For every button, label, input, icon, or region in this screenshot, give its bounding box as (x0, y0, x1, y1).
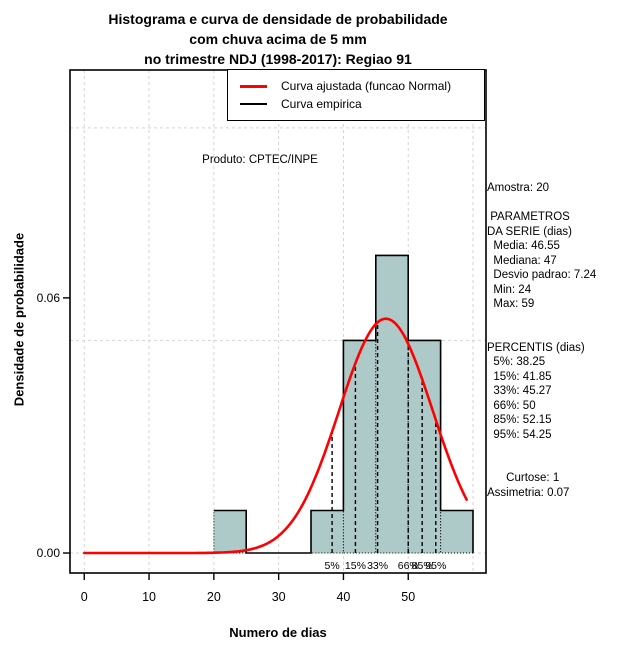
percentile-label: 95% (425, 560, 446, 572)
x-axis-label: Numero de dias (229, 625, 327, 640)
x-tick-label: 10 (142, 590, 156, 604)
percentile-label: 85% (412, 560, 433, 572)
empirical-curve (213, 254, 474, 554)
empirical-curve-line-icon (240, 103, 267, 105)
chart-title-line1: Histograma e curva de densidade de proba… (108, 11, 448, 27)
legend: Curva ajustada (funcao Normal) Curva emp… (227, 69, 485, 121)
histogram-bar (342, 339, 377, 554)
chart-title: Histograma e curva de densidade de proba… (70, 9, 486, 69)
fitted-curve-line-icon (240, 84, 267, 88)
chart-title-line2: com chuva acima de 5 mm (189, 31, 367, 47)
fitted-curve (83, 317, 468, 555)
legend-label-fitted: Curva ajustada (funcao Normal) (281, 79, 452, 93)
percentile-label: 66% (398, 560, 419, 572)
y-axis-label: Densidade de probabilidade (11, 232, 27, 407)
x-tick-label: 40 (336, 590, 350, 604)
stats-panel: Amostra: 20 PARAMETROS DA SERIE (dias) M… (487, 182, 597, 499)
percentile-label: 5% (325, 560, 340, 572)
x-tick-label: 20 (207, 590, 221, 604)
chart-title-line3: no trimestre NDJ (1998-2017): Regiao 91 (144, 51, 412, 67)
x-tick-label: 50 (401, 590, 415, 604)
x-tick-label: 30 (272, 590, 286, 604)
histogram-bar (310, 509, 344, 554)
histogram-bar (213, 509, 247, 554)
y-tick-label: 0.06 (37, 291, 61, 305)
x-tick-label: 0 (81, 590, 88, 604)
percentile-label: 33% (367, 560, 388, 572)
legend-item-empirical: Curva empirica (240, 97, 484, 111)
histogram-bar (375, 254, 409, 554)
legend-item-fitted: Curva ajustada (funcao Normal) (240, 79, 484, 93)
product-watermark: Produto: CPTEC/INPE (202, 154, 318, 166)
histogram-bar (440, 509, 474, 554)
percentile-label: 15% (345, 560, 366, 572)
y-tick-label: 0.00 (37, 546, 61, 560)
legend-label-empirical: Curva empirica (281, 97, 362, 111)
